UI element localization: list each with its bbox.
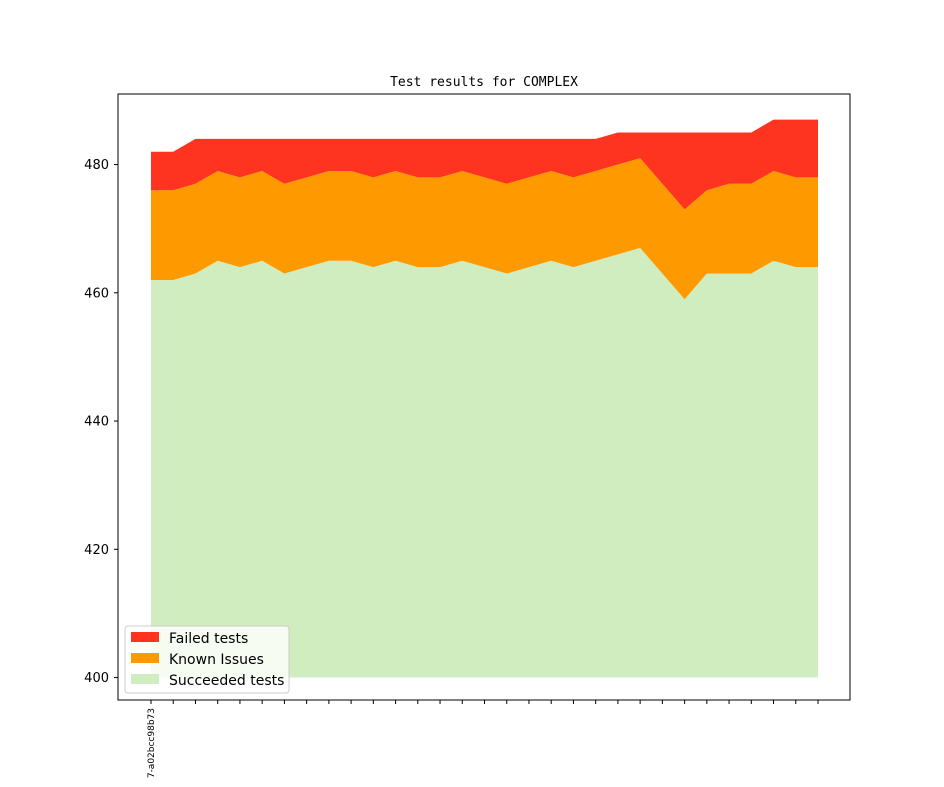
legend-label-succeeded: Succeeded tests bbox=[169, 673, 284, 689]
legend-box bbox=[124, 625, 290, 694]
y-axis: 400 420 440 460 480 bbox=[84, 158, 118, 686]
plot-areas bbox=[151, 119, 818, 678]
y-tick-label: 440 bbox=[84, 415, 109, 430]
area-failed-tests bbox=[151, 119, 818, 210]
legend: Failed tests Known Issues Succeeded test… bbox=[124, 625, 290, 694]
y-tick-label: 400 bbox=[84, 671, 109, 686]
y-tick-label: 480 bbox=[84, 158, 109, 173]
x-axis: 7-a02bcc98b73 bbox=[147, 700, 819, 778]
legend-swatch-known bbox=[131, 653, 159, 663]
x-tick-label: 7-a02bcc98b73 bbox=[147, 708, 157, 778]
legend-swatch-failed bbox=[131, 632, 159, 642]
chart-title: Test results for COMPLEX bbox=[390, 75, 578, 90]
y-tick-label: 420 bbox=[84, 543, 109, 558]
legend-swatch-succeeded bbox=[131, 674, 159, 684]
legend-label-known: Known Issues bbox=[169, 652, 264, 668]
area-known-issues bbox=[151, 158, 818, 300]
y-tick-label: 460 bbox=[84, 286, 109, 301]
legend-label-failed: Failed tests bbox=[169, 631, 248, 647]
area-succeeded-tests bbox=[151, 247, 818, 678]
